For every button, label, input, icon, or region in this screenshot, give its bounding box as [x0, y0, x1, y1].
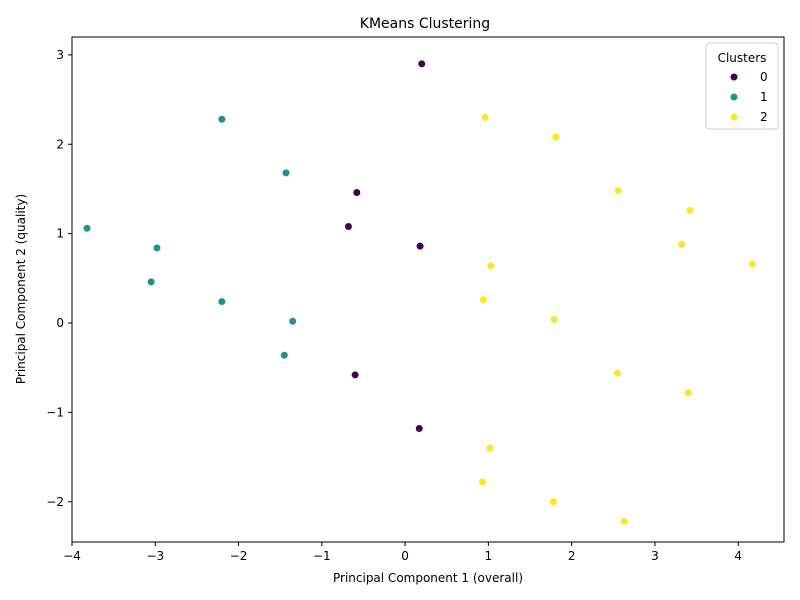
y-axis-title: Principal Component 2 (quality) [14, 194, 28, 384]
scatter-point-cluster-0 [415, 424, 424, 433]
scatter-point-cluster-2 [620, 517, 629, 526]
scatter-point-cluster-2 [613, 368, 622, 378]
x-tick-label: −1 [313, 549, 331, 563]
scatter-point-cluster-1 [280, 351, 289, 360]
scatter-point-cluster-1 [281, 168, 291, 177]
legend-label-1: 1 [760, 90, 768, 104]
scatter-point-cluster-1 [217, 115, 226, 124]
scatter-point-cluster-2 [485, 444, 495, 453]
legend-marker-0 [729, 72, 739, 82]
x-tick-label: −4 [63, 549, 81, 563]
y-tick-label: −1 [46, 405, 64, 419]
legend: Clusters 0 1 2 [705, 42, 779, 130]
y-tick-label: 3 [56, 48, 64, 62]
x-tick-label: 0 [401, 549, 409, 563]
legend-box [705, 42, 779, 130]
x-tick-label: −2 [230, 549, 248, 563]
scatter-point-cluster-2 [549, 497, 558, 506]
x-tick-label: 3 [651, 549, 659, 563]
chart-title: KMeans Clustering [360, 16, 490, 32]
scatter-point-cluster-2 [677, 240, 686, 249]
y-tick-label: 0 [56, 316, 64, 330]
legend-marker-1 [729, 92, 739, 102]
scatter-point-cluster-1 [82, 224, 92, 233]
plot-frame [71, 36, 785, 543]
y-tick-label: −2 [46, 495, 64, 509]
scatter-point-cluster-2 [748, 259, 757, 269]
scatter-point-cluster-0 [415, 242, 425, 251]
scatter-point-cluster-1 [147, 277, 156, 287]
plot-area [82, 59, 757, 526]
x-tick-label: 2 [568, 549, 576, 563]
scatter-point-cluster-0 [351, 370, 360, 379]
scatter-point-cluster-1 [217, 297, 226, 306]
x-tick-label: −3 [146, 549, 164, 563]
y-tick-label: 2 [56, 137, 64, 151]
scatter-point-cluster-2 [478, 478, 487, 487]
scatter-point-cluster-2 [486, 261, 495, 270]
scatter-point-cluster-1 [152, 243, 162, 253]
scatter-point-cluster-2 [550, 315, 559, 324]
scatter-point-cluster-2 [480, 113, 490, 122]
x-axis-title: Principal Component 1 (overall) [333, 571, 523, 585]
scatter-point-cluster-2 [685, 206, 694, 215]
scatter-point-cluster-1 [288, 317, 297, 326]
scatter-point-cluster-2 [614, 186, 623, 195]
x-tick-label: 1 [485, 549, 493, 563]
scatter-point-cluster-0 [352, 188, 361, 197]
y-tick-label: 1 [56, 227, 64, 241]
scatter-point-cluster-0 [417, 59, 426, 68]
x-tick-label: 4 [734, 549, 742, 563]
scatter-point-cluster-0 [344, 222, 353, 231]
scatter-point-cluster-2 [551, 133, 560, 142]
legend-marker-2 [729, 112, 739, 122]
scatter-point-cluster-2 [479, 295, 488, 304]
scatter-point-cluster-2 [684, 388, 693, 397]
legend-label-2: 2 [760, 110, 768, 124]
legend-label-0: 0 [760, 70, 768, 84]
legend-title: Clusters [718, 51, 767, 65]
